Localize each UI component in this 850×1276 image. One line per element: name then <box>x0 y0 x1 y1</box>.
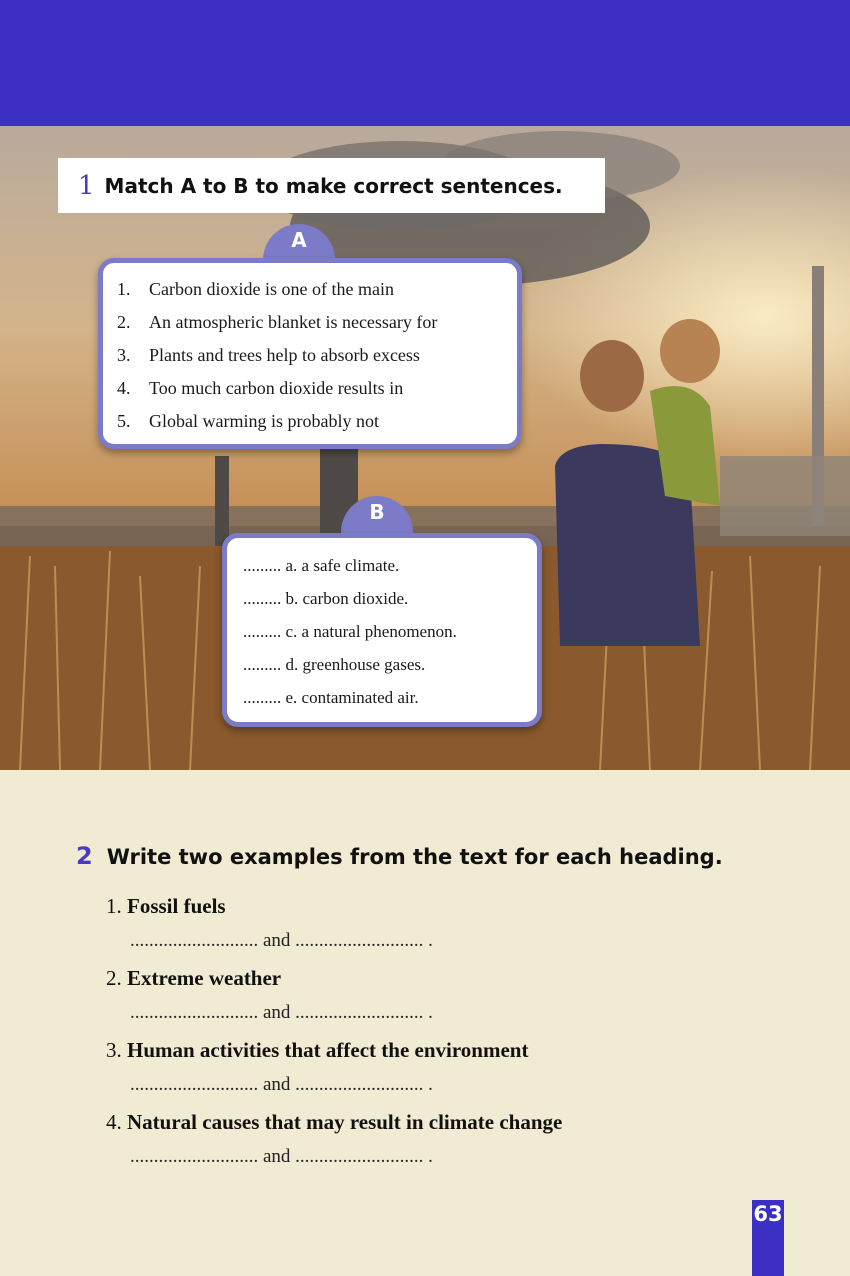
header-band <box>0 0 850 126</box>
item-number: 3. <box>117 345 131 365</box>
exercise2-number: 2 <box>76 842 93 870</box>
column-b-item: ......... e. contaminated air. <box>243 686 537 719</box>
item-number: 5. <box>117 411 131 431</box>
column-a-item: 5. Global warming is probably not <box>117 409 517 442</box>
exercise2-instruction: Write two examples from the text for eac… <box>106 845 723 869</box>
column-a-item: 2. An atmospheric blanket is necessary fo… <box>117 310 517 343</box>
exercise2-item: 3. Human activities that affect the envi… <box>106 1038 528 1063</box>
column-a-box: 1. Carbon dioxide is one of the main 2. An… <box>98 258 522 449</box>
item-text: Carbon dioxide is one of the main <box>149 279 394 299</box>
item-heading: Natural causes that may result in climat… <box>127 1110 563 1134</box>
item-number: 2. <box>117 312 131 332</box>
item-number: 2. <box>106 966 122 990</box>
item-number: 1. <box>106 894 122 918</box>
item-heading: Human activities that affect the environ… <box>127 1038 529 1062</box>
item-text: e. contaminated air. <box>285 688 419 707</box>
exercise2-item: 1. Fossil fuels <box>106 894 226 919</box>
column-b-item: ......... a. a safe climate. <box>243 554 537 587</box>
column-b-item: ......... b. carbon dioxide. <box>243 587 537 620</box>
item-text: Global warming is probably not <box>149 411 379 431</box>
item-number: 4. <box>117 378 131 398</box>
answer-blank[interactable]: ......... <box>243 688 282 707</box>
column-a-item: 3. Plants and trees help to absorb excess <box>117 343 517 376</box>
item-text: An atmospheric blanket is necessary for <box>149 312 438 332</box>
page-number: 63 <box>752 1200 784 1276</box>
column-b-box: ......... a. a safe climate. ......... b… <box>222 533 542 727</box>
answer-line[interactable]: ........................... and ........… <box>130 930 433 951</box>
answer-blank[interactable]: ......... <box>243 622 282 641</box>
item-text: Too much carbon dioxide results in <box>149 378 404 398</box>
column-b-item: ......... d. greenhouse gases. <box>243 653 537 686</box>
answer-blank[interactable]: ......... <box>243 655 282 674</box>
item-text: a. a safe climate. <box>285 556 400 575</box>
item-number: 4. <box>106 1110 122 1134</box>
exercise2-item: 4. Natural causes that may result in cli… <box>106 1110 562 1135</box>
item-text: b. carbon dioxide. <box>285 589 409 608</box>
column-a-item: 4. Too much carbon dioxide results in <box>117 376 517 409</box>
answer-line[interactable]: ........................... and ........… <box>130 1002 433 1023</box>
answer-blank[interactable]: ......... <box>243 556 282 575</box>
answer-line[interactable]: ........................... and ........… <box>130 1074 433 1095</box>
exercise1-number: 1 <box>78 170 95 201</box>
answer-blank[interactable]: ......... <box>243 589 282 608</box>
column-b-item: ......... c. a natural phenomenon. <box>243 620 537 653</box>
item-heading: Extreme weather <box>127 966 282 990</box>
item-text: c. a natural phenomenon. <box>285 622 457 641</box>
exercise2-item: 2. Extreme weather <box>106 966 281 991</box>
answer-line[interactable]: ........................... and ........… <box>130 1146 433 1167</box>
column-a-item: 1. Carbon dioxide is one of the main <box>117 277 517 310</box>
item-text: d. greenhouse gases. <box>285 655 426 674</box>
exercise1-header: 1 Match A to B to make correct sentences… <box>58 158 605 213</box>
item-heading: Fossil fuels <box>127 894 226 918</box>
exercise1-instruction: Match A to B to make correct sentences. <box>104 173 563 198</box>
exercise2-header: 2 Write two examples from the text for e… <box>76 842 723 870</box>
item-number: 3. <box>106 1038 122 1062</box>
item-text: Plants and trees help to absorb excess <box>149 345 420 365</box>
item-number: 1. <box>117 279 131 299</box>
